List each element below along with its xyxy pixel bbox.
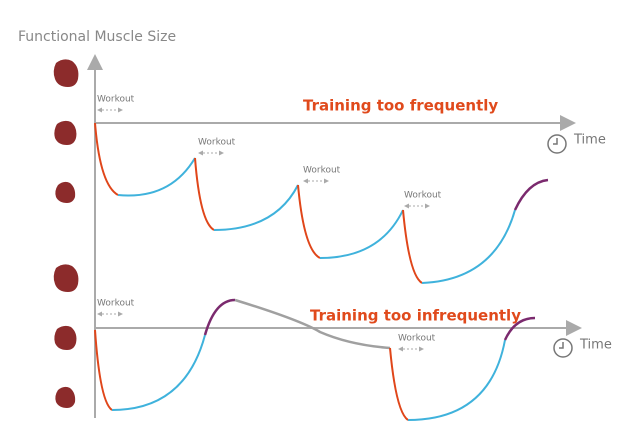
panel-title: Training too frequently [303, 97, 498, 115]
workout-label: Workout [97, 299, 135, 309]
workout-label: Workout [404, 191, 442, 201]
panel-title: Training too infrequently [310, 307, 521, 325]
workout-label: Workout [198, 138, 236, 148]
x-axis-label: Time [573, 133, 606, 148]
workout-label: Workout [303, 166, 341, 176]
workout-label: Workout [398, 334, 436, 344]
frequent-curve [94, 122, 549, 284]
x-axis-label: Time [579, 338, 612, 353]
clock-icon [547, 134, 573, 358]
muscle-icons [53, 59, 79, 408]
infrequent-curve [94, 298, 536, 421]
workout-label: Workout [97, 95, 135, 105]
y-axis-label: Functional Muscle Size [18, 29, 176, 45]
